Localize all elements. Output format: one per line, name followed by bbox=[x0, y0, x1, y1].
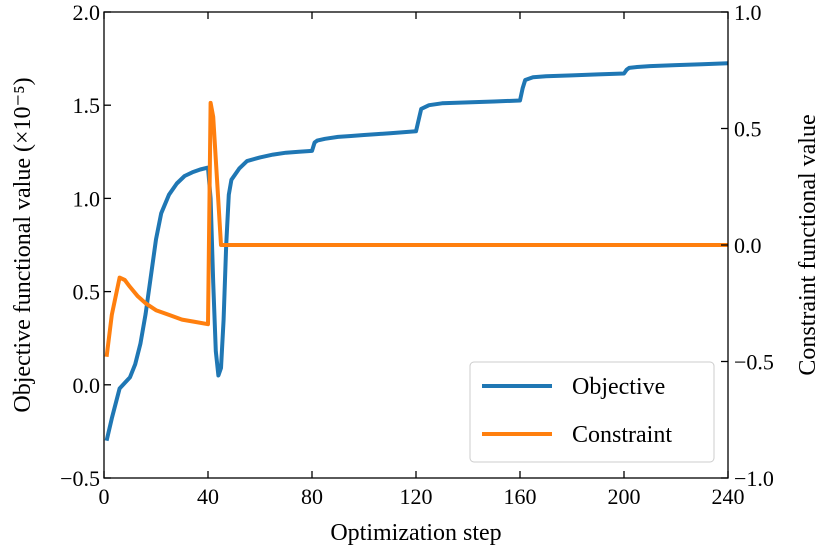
y-left-tick-label: 0.5 bbox=[73, 280, 101, 305]
y-right-tick-label: −0.5 bbox=[734, 350, 774, 375]
y-right-tick-label: 1.0 bbox=[734, 0, 762, 25]
y-left-tick-label: −0.5 bbox=[60, 466, 100, 491]
legend-label-objective: Objective bbox=[572, 374, 665, 400]
y-left-tick-label: 1.5 bbox=[73, 93, 101, 118]
plot-lines bbox=[104, 61, 729, 442]
legend: Objective Constraint bbox=[469, 361, 715, 463]
series-line-constraint bbox=[104, 100, 728, 358]
y-axis-right: −1.0 −0.5 0.0 0.5 1.0 bbox=[721, 0, 774, 491]
x-tick-label: 120 bbox=[400, 484, 433, 509]
x-axis-title: Optimization step bbox=[330, 520, 501, 546]
y-axis-left-title: Objective functional value (×10⁻⁵) bbox=[10, 77, 36, 412]
series-line-objective bbox=[104, 61, 729, 442]
x-axis: 0 40 80 120 160 200 240 bbox=[99, 12, 745, 509]
y-axis-left: −0.5 0.0 0.5 1.0 1.5 2.0 bbox=[60, 0, 111, 491]
x-tick-label: 0 bbox=[99, 484, 110, 509]
y-right-tick-label: 0.5 bbox=[734, 117, 762, 142]
legend-label-constraint: Constraint bbox=[572, 422, 672, 448]
x-tick-label: 240 bbox=[712, 484, 745, 509]
y-right-tick-label: 0.0 bbox=[734, 233, 762, 258]
x-tick-label: 40 bbox=[197, 484, 219, 509]
y-right-tick-label: −1.0 bbox=[734, 466, 774, 491]
y-left-tick-label: 1.0 bbox=[73, 186, 101, 211]
x-tick-label: 80 bbox=[301, 484, 323, 509]
y-left-tick-label: 0.0 bbox=[73, 373, 101, 398]
y-axis-right-title: Constraint functional value bbox=[795, 114, 821, 375]
y-left-tick-label: 2.0 bbox=[73, 0, 101, 25]
x-tick-label: 160 bbox=[504, 484, 537, 509]
x-tick-label: 200 bbox=[608, 484, 641, 509]
